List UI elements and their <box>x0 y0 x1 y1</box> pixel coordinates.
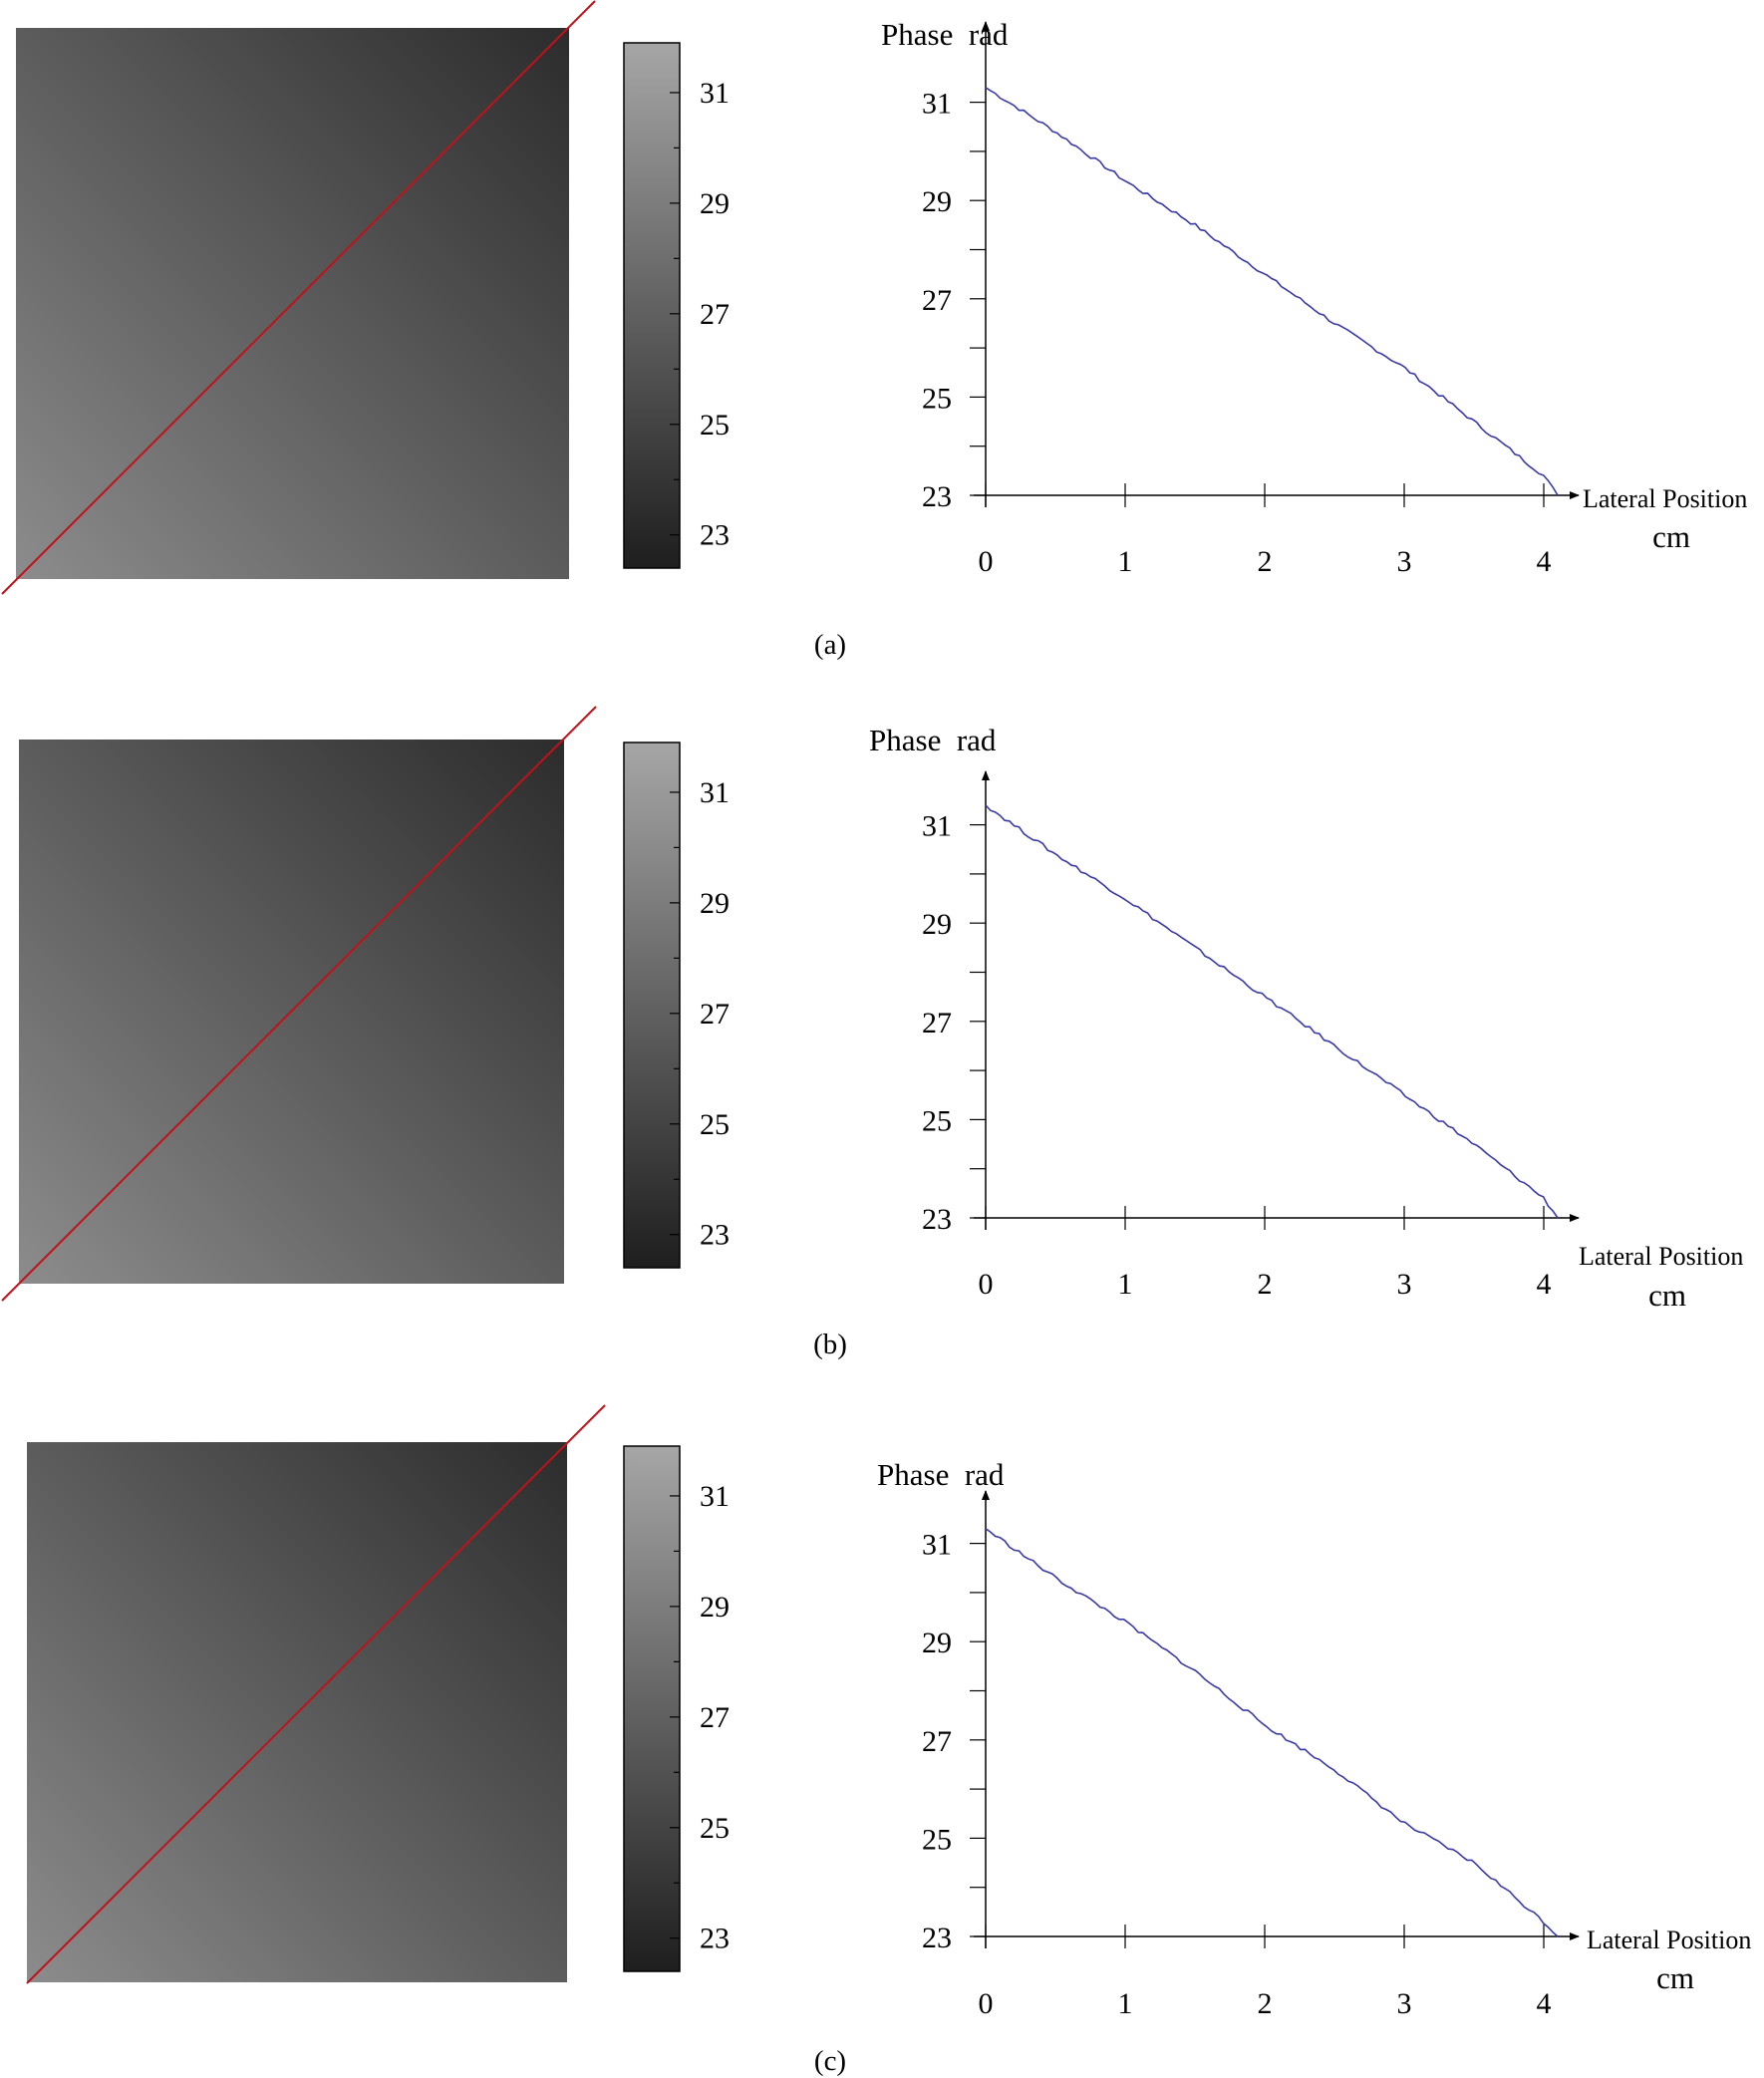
y-tick-label-a: 23 <box>922 480 952 513</box>
colorbar-tick-label-a: 31 <box>700 77 730 110</box>
x-tick-label-c: 1 <box>1118 1987 1133 2020</box>
phase-profile-line-b <box>985 804 1559 1219</box>
x-tick-label-a: 2 <box>1258 545 1273 578</box>
y-tick-label-b: 27 <box>922 1007 952 1039</box>
y-tick-label-a: 27 <box>922 284 952 317</box>
x-tick-label-b: 2 <box>1258 1268 1273 1301</box>
x-tick-label-b: 0 <box>979 1268 994 1301</box>
x-tick-label-c: 2 <box>1258 1987 1273 2020</box>
colorbar-tick-label-c: 27 <box>700 1701 730 1734</box>
y-tick-label-b: 23 <box>922 1203 952 1236</box>
y-tick-label-c: 23 <box>922 1922 952 1954</box>
colorbar-b: 23 25 27 29 31 <box>623 742 730 1269</box>
profile-line-a <box>1 0 596 595</box>
y-axis-label-c: Phase rad <box>877 1457 1005 1492</box>
colorbar-tick-label-a: 27 <box>700 298 730 331</box>
x-tick-label-b: 4 <box>1537 1268 1552 1301</box>
phase-profile-line-c <box>985 1528 1559 1937</box>
y-axis-label-b: Phase rad <box>869 723 997 757</box>
y-tick-label-c: 25 <box>922 1823 952 1856</box>
x-tick-label-a: 4 <box>1537 545 1552 578</box>
colorbar-gradient-c <box>623 1445 681 1972</box>
y-tick-label-a: 25 <box>922 382 952 415</box>
y-tick-label-c: 29 <box>922 1627 952 1659</box>
colorbar-gradient-a <box>623 42 681 569</box>
y-tick-label-a: 31 <box>922 88 952 121</box>
x-axis-unit-b: cm <box>1648 1278 1686 1313</box>
panel-label-c: (c) <box>814 2045 846 2077</box>
colorbar-gradient-b <box>623 742 681 1269</box>
y-axis-label-a: Phase rad <box>881 17 1009 52</box>
panel-label-a: (a) <box>814 629 846 661</box>
colorbar-tick-label-c: 29 <box>700 1591 730 1624</box>
panel-label-b: (b) <box>813 1329 847 1360</box>
profile-line-c <box>26 1404 606 1984</box>
x-tick-label-a: 1 <box>1118 545 1133 578</box>
colorbar-tick-label-b: 27 <box>700 998 730 1031</box>
colorbar-tick-label-c: 25 <box>700 1812 730 1845</box>
y-tick-label-b: 25 <box>922 1104 952 1137</box>
y-tick-label-c: 31 <box>922 1529 952 1562</box>
x-axis-label-c: Lateral Position <box>1587 1926 1751 1954</box>
x-axis-label-b: Lateral Position <box>1579 1242 1743 1271</box>
colorbar-tick-label-b: 29 <box>700 887 730 920</box>
x-axis-unit-a: cm <box>1652 519 1690 554</box>
x-tick-label-b: 3 <box>1397 1268 1412 1301</box>
y-tick-label-c: 27 <box>922 1725 952 1758</box>
x-tick-label-b: 1 <box>1118 1268 1133 1301</box>
colorbar-tick-label-b: 25 <box>700 1108 730 1141</box>
y-tick-label-b: 31 <box>922 810 952 843</box>
y-tick-label-b: 29 <box>922 908 952 941</box>
colorbar-tick-label-a: 23 <box>700 519 730 552</box>
x-tick-label-c: 4 <box>1537 1987 1552 2020</box>
colorbar-tick-label-b: 23 <box>700 1219 730 1252</box>
x-tick-label-c: 0 <box>979 1987 994 2020</box>
colorbar-tick-label-b: 31 <box>700 776 730 809</box>
x-tick-label-a: 3 <box>1397 545 1412 578</box>
x-axis-unit-c: cm <box>1656 1960 1694 1995</box>
colorbar-tick-label-c: 23 <box>700 1923 730 1955</box>
colorbar-tick-label-c: 31 <box>700 1480 730 1513</box>
profile-line-b <box>1 706 597 1302</box>
colorbar-tick-label-a: 25 <box>700 409 730 442</box>
y-tick-label-a: 29 <box>922 185 952 218</box>
colorbar-c: 23 25 27 29 31 <box>623 1445 730 1972</box>
colorbar-tick-label-a: 29 <box>700 187 730 220</box>
colorbar-a: 23 25 27 29 31 <box>623 42 730 569</box>
phase-profile-line-a <box>985 87 1559 496</box>
x-axis-label-a: Lateral Position <box>1583 484 1747 513</box>
x-tick-label-a: 0 <box>979 545 994 578</box>
x-tick-label-c: 3 <box>1397 1987 1412 2020</box>
